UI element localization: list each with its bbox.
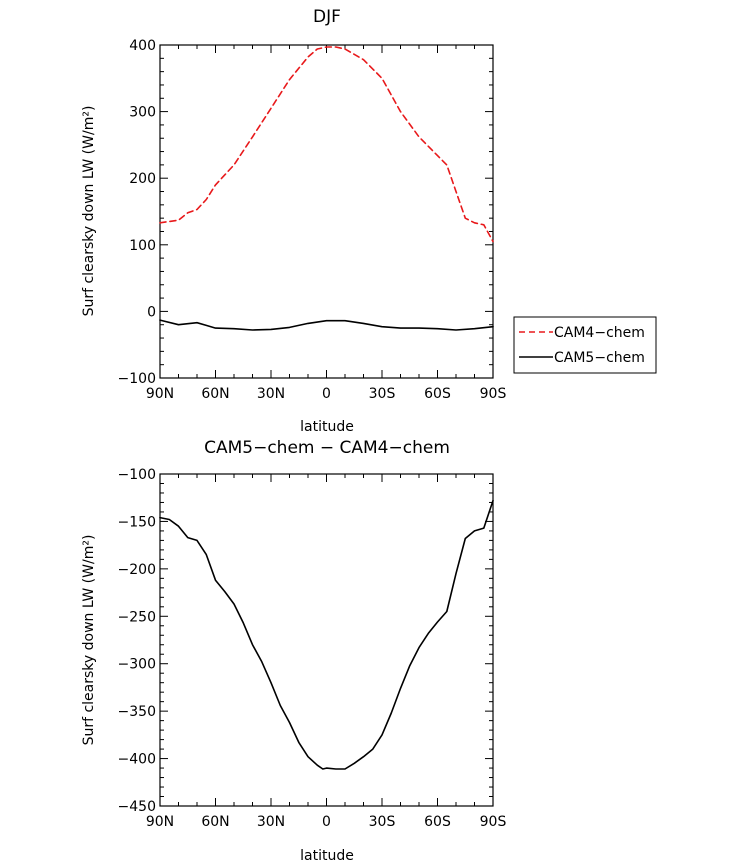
x-axis-label-top: latitude — [300, 419, 354, 435]
y-tick-label: −150 — [118, 514, 156, 530]
plot-frame-top — [159, 44, 494, 379]
chart-top-djf: DJF latitude Surf clearsky down LW (W/m²… — [81, 7, 506, 435]
chart-title-djf: DJF — [313, 7, 341, 27]
ticks-bottom: 90N 60N 30N 0 30S 60S 90S −450 −400 −350 −300 −250 −… — [118, 467, 507, 830]
legend: CAM4−chem CAM5−chem — [513, 316, 657, 374]
y-tick-label: −250 — [118, 609, 156, 625]
chart-bottom-difference: CAM5−chem − CAM4−chem latitude Surf clea… — [81, 438, 506, 864]
legend-label-cam4: CAM4−chem — [554, 325, 645, 341]
legend-box — [513, 316, 657, 374]
y-tick-label: −100 — [118, 467, 156, 483]
x-tick-label: 30S — [369, 814, 396, 830]
y-tick-label: −450 — [118, 799, 156, 815]
series-line-cam4-chem — [159, 46, 494, 243]
x-tick-label: 90S — [480, 814, 507, 830]
ticks-top: 90N 60N 30N 0 30S 60S 90S −100 0 100 200 300 400 — [118, 38, 507, 402]
x-tick-label: 90N — [146, 386, 174, 402]
x-tick-label: 90S — [480, 386, 507, 402]
x-tick-label: 60S — [424, 814, 451, 830]
y-axis-label-bottom: Surf clearsky down LW (W/m²) — [81, 535, 97, 746]
series-line-difference — [159, 499, 494, 770]
series-group-bottom — [159, 499, 494, 770]
y-tick-label: 0 — [147, 304, 156, 320]
plot-frame-bottom — [159, 473, 494, 807]
x-tick-label: 60S — [424, 386, 451, 402]
chart-title-difference: CAM5−chem − CAM4−chem — [204, 438, 450, 458]
y-tick-label: −300 — [118, 657, 156, 673]
x-tick-label: 30N — [257, 814, 285, 830]
y-tick-label: −400 — [118, 752, 156, 768]
y-tick-label: 300 — [129, 105, 156, 121]
x-tick-label: 30S — [369, 386, 396, 402]
y-tick-label: −100 — [118, 371, 156, 387]
x-tick-label: 0 — [322, 814, 331, 830]
x-tick-label: 60N — [201, 814, 229, 830]
y-axis-label-top: Surf clearsky down LW (W/m²) — [81, 106, 97, 317]
x-tick-label: 0 — [322, 386, 331, 402]
x-tick-label: 60N — [201, 386, 229, 402]
y-tick-label: −350 — [118, 704, 156, 720]
x-tick-label: 90N — [146, 814, 174, 830]
series-line-cam5-chem — [159, 319, 494, 331]
y-tick-label: −200 — [118, 562, 156, 578]
y-tick-label: 200 — [129, 171, 156, 187]
series-group-top — [159, 46, 494, 331]
x-axis-label-bottom: latitude — [300, 848, 354, 864]
y-tick-label: 100 — [129, 238, 156, 254]
x-tick-label: 30N — [257, 386, 285, 402]
y-tick-label: 400 — [129, 38, 156, 54]
legend-label-cam5: CAM5−chem — [554, 350, 645, 366]
